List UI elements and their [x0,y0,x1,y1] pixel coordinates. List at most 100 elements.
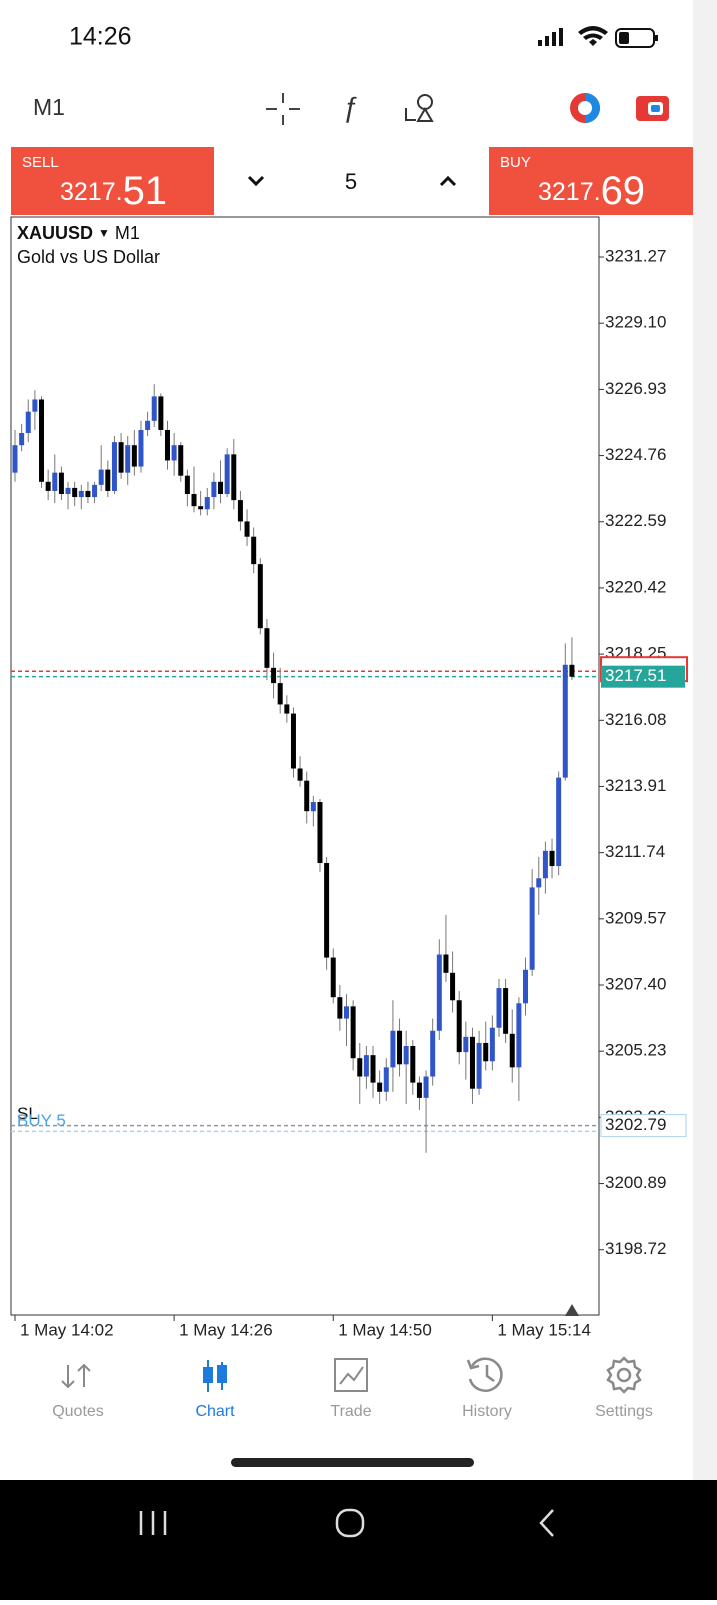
volume-up[interactable] [439,175,457,187]
position-label: BUY 5 [17,1111,66,1130]
candle-body [184,475,190,495]
candle-body [569,664,575,677]
chart-icon [203,1360,227,1392]
timeframe-button[interactable]: M1 [33,94,65,120]
back-button[interactable] [539,1509,554,1537]
candle-body [52,472,58,491]
candle-body [304,780,310,812]
candle-body [397,1030,403,1065]
candle-body [211,481,217,498]
candle-body [158,396,164,430]
candle-body [469,1036,475,1089]
bottom-nav: Quotes Chart Trade History Settings [52,1356,653,1420]
candle-body [39,399,45,482]
candle-body [191,494,197,507]
candle-body [271,667,277,684]
sell-price: 3217.51 [60,169,167,213]
chart-shift-marker [565,1304,579,1316]
volume-down[interactable] [247,175,265,187]
candle-body [171,445,177,461]
candle-body [12,445,18,473]
candle-body [92,484,98,498]
y-tick-label: 3226.93 [605,379,666,398]
sell-price-main: 3217. [60,178,123,206]
system-nav-buttons [139,1508,554,1538]
candle-body [284,704,290,714]
candle-body [410,1046,416,1083]
candle-body [344,1006,349,1019]
nav-label[interactable]: Trade [330,1403,371,1420]
candle-body [357,1058,363,1077]
trade-button[interactable] [636,96,669,121]
candle-body [65,487,71,495]
stop-loss-label: SL [17,1104,38,1123]
buy-button[interactable] [489,147,693,215]
x-tick-label: 1 May 14:50 [338,1320,432,1339]
candle-body [72,487,78,498]
candle-body [224,454,230,495]
nav-label[interactable]: History [462,1403,512,1420]
nav-label[interactable]: Chart [195,1403,235,1420]
nav-label[interactable]: Settings [595,1403,653,1420]
position-price-label: 3202.79 [605,1115,666,1134]
sell-button[interactable] [11,147,214,215]
y-tick-label: 3222.59 [605,511,666,530]
candle-body [198,506,204,510]
y-tick-label: 3209.57 [605,908,666,927]
history-icon [466,1357,503,1392]
edge [693,0,717,1480]
position-price-box [600,1114,687,1138]
candle-body [549,850,555,867]
candle-body [218,481,224,495]
y-tick-label: 3224.76 [605,445,666,464]
candle-body [483,1042,489,1062]
candle-body [125,445,131,473]
candle-body [277,683,283,705]
candle-body [423,1076,429,1098]
objects-button[interactable] [405,94,434,122]
y-tick-label: 3220.42 [605,577,666,596]
recents-button[interactable] [139,1511,167,1535]
candle-body [337,997,343,1019]
candle-body [290,713,296,769]
candle-body [330,957,336,998]
one-click-button[interactable] [570,93,600,123]
candle-body [251,536,257,565]
candle-body [78,490,84,498]
candle-body [25,411,31,434]
indicators-button[interactable]: ƒ [342,91,358,122]
candle-body [244,521,250,537]
y-tick-label: 3213.91 [605,776,666,795]
candle-body [370,1055,376,1083]
candle-body [516,1003,522,1068]
candle-body [138,429,144,467]
candle-body [58,472,64,495]
candle-body [19,433,25,446]
crosshair-button[interactable] [266,93,300,125]
chart: 3231.27 3229.10 3226.93 3224.76 3222.59 3220.… [11,247,688,1339]
y-tick-label: 3198.72 [605,1239,666,1258]
buy-price: 3217.69 [538,169,645,213]
candle-body [32,399,38,412]
candle-body [131,445,137,467]
candle-body [204,497,210,510]
x-tick-label: 1 May 15:14 [497,1320,591,1339]
candle-body [463,1036,469,1053]
candle-body [556,777,562,867]
volume[interactable]: 5 [345,169,357,194]
buy-price-pips: 69 [601,169,646,213]
candle-body [377,1082,383,1092]
candle-body [496,988,502,1028]
candle-body [536,878,542,888]
nav-label[interactable]: Quotes [52,1403,104,1420]
trade-icon [334,1358,368,1392]
candle-body [529,887,535,970]
bid-price-box [601,665,685,688]
candle-body [317,802,323,864]
home-button[interactable] [335,1508,365,1538]
candle-body [523,969,529,1004]
chart-symbol: XAUUSD ▼ M1 [17,223,140,243]
candle-body [363,1055,369,1077]
candle-body [145,420,151,430]
chart-subtitle: Gold vs US Dollar [17,247,160,267]
